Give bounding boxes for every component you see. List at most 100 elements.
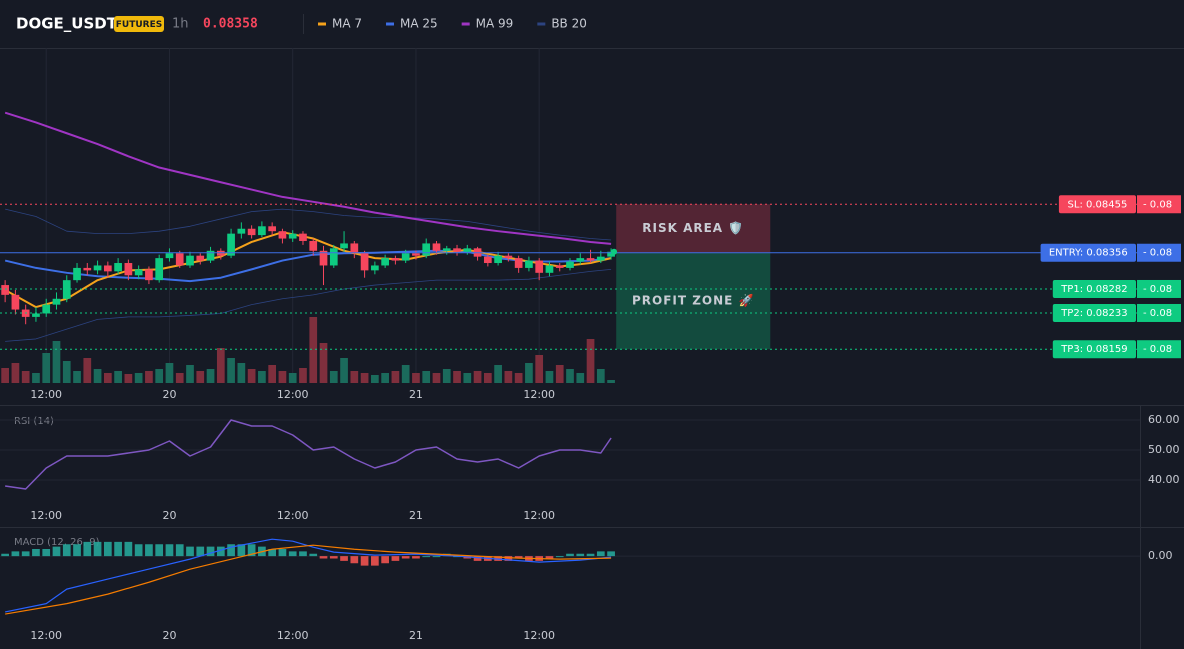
y-tick-label: 50.00 bbox=[1148, 443, 1180, 456]
volume-bar bbox=[93, 369, 102, 383]
candle-body bbox=[227, 233, 235, 256]
macd-histogram bbox=[247, 544, 256, 557]
macd-histogram bbox=[504, 556, 513, 561]
badge: FUTURES bbox=[116, 20, 162, 30]
axis-label: - 0.08 bbox=[1143, 344, 1172, 355]
macd-histogram bbox=[360, 556, 369, 566]
volume-bar bbox=[432, 373, 441, 383]
candle-body bbox=[535, 260, 544, 273]
volume-bar bbox=[258, 371, 266, 383]
volume-bar bbox=[473, 371, 482, 383]
zone-label: RISK AREA 🛡️ bbox=[642, 221, 744, 235]
candle-body bbox=[103, 265, 112, 272]
axis-tag bbox=[1137, 195, 1181, 214]
x-tick-label: 12:00 bbox=[30, 629, 62, 642]
macd-histogram bbox=[175, 544, 184, 557]
rsi-line bbox=[5, 419, 612, 490]
candle-body bbox=[206, 250, 215, 261]
last-price: 0.08358 bbox=[203, 17, 258, 32]
axis-tag bbox=[1137, 243, 1181, 262]
candle-body bbox=[73, 267, 81, 281]
x-tick-label: 21 bbox=[409, 629, 423, 642]
candle-body bbox=[145, 269, 153, 281]
macd-histogram bbox=[576, 553, 585, 557]
volume-bar bbox=[227, 358, 235, 383]
macd-histogram bbox=[371, 556, 379, 566]
macd-histogram bbox=[607, 551, 615, 557]
volume-bar bbox=[165, 363, 174, 383]
x-tick-label: 12:00 bbox=[523, 388, 555, 401]
x-tick-label: 12:00 bbox=[30, 388, 62, 401]
indicator-line bbox=[5, 208, 612, 241]
candle-body bbox=[596, 256, 605, 261]
volume-bar bbox=[21, 371, 30, 383]
volume-bar bbox=[586, 339, 595, 383]
macd-histogram bbox=[237, 544, 246, 557]
candle-body bbox=[576, 258, 585, 262]
level-label: SL: 0.08455 bbox=[1068, 199, 1128, 210]
macd-histogram bbox=[412, 556, 420, 559]
candle-body bbox=[186, 255, 194, 266]
macd-histogram bbox=[350, 556, 359, 564]
macd-line bbox=[5, 538, 612, 613]
candle-body bbox=[134, 269, 143, 276]
volume-bar bbox=[329, 371, 338, 383]
candle-body bbox=[237, 228, 246, 234]
candle-body bbox=[11, 294, 20, 310]
legend-entry[interactable]: MA 99 bbox=[476, 17, 514, 31]
candle-body bbox=[555, 265, 564, 268]
last-price-dot bbox=[611, 248, 618, 255]
x-tick-label: 12:00 bbox=[30, 509, 62, 522]
macd-line bbox=[5, 544, 612, 615]
macd-histogram bbox=[73, 544, 81, 557]
x-tick-label: 12:00 bbox=[523, 629, 555, 642]
level-label: TP2: 0.08233 bbox=[1060, 308, 1127, 319]
macd-histogram bbox=[391, 556, 400, 561]
legend-entry[interactable]: MA 7 bbox=[332, 17, 362, 31]
macd-histogram bbox=[309, 553, 318, 557]
volume-bar bbox=[391, 371, 400, 383]
level-label: TP1: 0.08282 bbox=[1060, 284, 1127, 295]
candle-body bbox=[329, 248, 338, 266]
macd-histogram bbox=[432, 556, 441, 558]
rsi-title: RSI (14) bbox=[14, 416, 54, 427]
badge-bg bbox=[114, 16, 164, 32]
legend-entry[interactable]: BB 20 bbox=[551, 17, 587, 31]
macd-histogram bbox=[114, 541, 122, 557]
volume-bar bbox=[52, 341, 61, 383]
volume-bar bbox=[309, 317, 318, 383]
macd-histogram bbox=[545, 556, 554, 559]
candle-body bbox=[52, 298, 61, 305]
candle-body bbox=[463, 248, 472, 252]
macd-histogram bbox=[381, 556, 389, 564]
zone bbox=[616, 252, 771, 350]
volume-bar bbox=[545, 371, 554, 383]
x-tick-label: 21 bbox=[409, 388, 423, 401]
volume-bar bbox=[83, 358, 92, 383]
y-tick-label: 60.00 bbox=[1148, 413, 1180, 426]
candle-body bbox=[514, 258, 523, 268]
legend-entry[interactable]: MA 25 bbox=[400, 17, 438, 31]
volume-bar bbox=[62, 361, 71, 383]
candle-body bbox=[83, 267, 92, 271]
volume-bar bbox=[237, 363, 246, 383]
candle-body bbox=[288, 233, 297, 239]
x-tick-label: 12:00 bbox=[523, 509, 555, 522]
candle-body bbox=[124, 263, 133, 276]
candle-body bbox=[309, 240, 318, 251]
macd-histogram bbox=[299, 551, 307, 557]
interval[interactable]: 1h bbox=[172, 17, 189, 32]
candle-body bbox=[566, 261, 574, 268]
volume-bar bbox=[371, 375, 379, 383]
macd-histogram bbox=[329, 556, 338, 559]
candle-body bbox=[412, 253, 420, 256]
candle-body bbox=[340, 243, 348, 249]
macd-histogram bbox=[83, 541, 92, 557]
macd-histogram bbox=[42, 549, 51, 557]
volume-bar bbox=[155, 369, 164, 383]
x-tick-label: 12:00 bbox=[277, 388, 309, 401]
macd-histogram bbox=[124, 541, 133, 557]
x-tick-label: 20 bbox=[162, 509, 176, 522]
volume-bar bbox=[422, 371, 431, 383]
